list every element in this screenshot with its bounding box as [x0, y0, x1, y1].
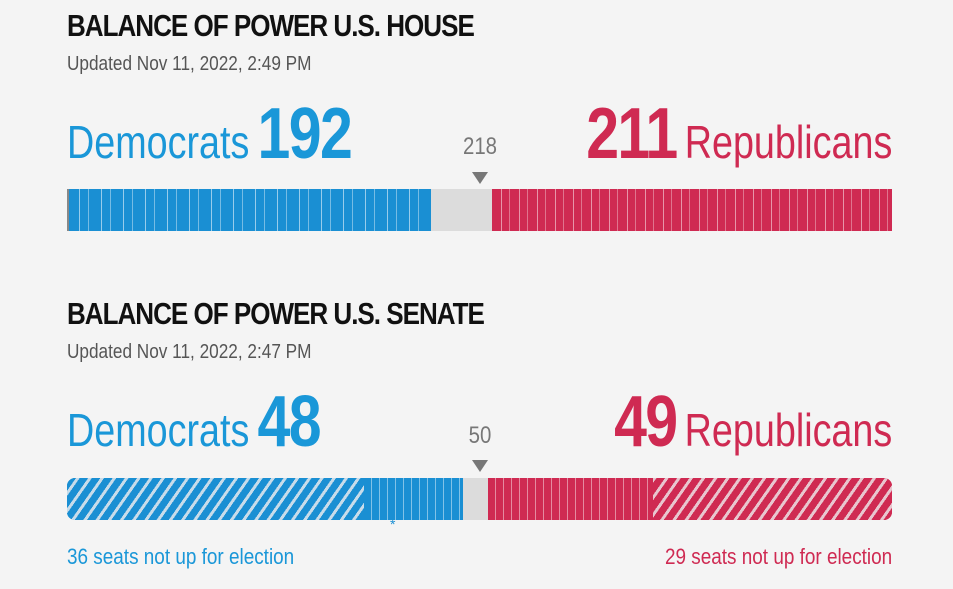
house-democrats-summary: Democrats 192 — [67, 98, 353, 170]
senate-democrats-won-segment — [364, 478, 463, 520]
senate-majority-pointer-icon — [471, 460, 488, 472]
house-bar-edge — [67, 189, 69, 231]
house-republicans-seats-segment — [491, 189, 892, 231]
house-democrats-seats-segment — [67, 189, 432, 231]
senate-updated-timestamp: Updated Nov 11, 2022, 2:47 PM — [67, 341, 312, 363]
house-party-row: Democrats 192 211 Republicans — [67, 98, 892, 170]
house-republicans-count: 211 — [585, 94, 678, 174]
house-democrats-label: Democrats — [67, 116, 250, 168]
house-majority-threshold: 218 — [463, 133, 498, 160]
house-democrats-count: 192 — [257, 94, 353, 174]
house-title: BALANCE OF POWER U.S. HOUSE — [67, 8, 475, 43]
senate-democrats-summary: Democrats 48 — [67, 386, 322, 458]
senate-republicans-count: 49 — [613, 382, 678, 462]
house-seat-bar — [67, 189, 892, 231]
senate-democrats-label: Democrats — [67, 404, 250, 456]
senate-democrats-not-up-segment — [67, 478, 364, 520]
senate-republicans-not-up-segment — [652, 478, 892, 520]
senate-asterisk-marker: * — [390, 516, 396, 532]
house-updated-timestamp: Updated Nov 11, 2022, 2:49 PM — [67, 53, 312, 75]
senate-party-row: Democrats 48 49 Republicans — [67, 386, 892, 458]
house-republicans-label: Republicans — [684, 116, 892, 168]
senate-republicans-won-segment — [487, 478, 653, 520]
senate-democrats-count: 48 — [257, 382, 322, 462]
senate-seat-bar — [67, 478, 892, 520]
senate-democrats-footnote: 36 seats not up for election — [67, 544, 295, 569]
senate-majority-threshold: 50 — [468, 422, 491, 449]
house-majority-pointer-icon — [472, 172, 489, 184]
senate-republicans-summary: 49 Republicans — [614, 386, 892, 458]
house-republicans-summary: 211 Republicans — [586, 98, 892, 170]
senate-republicans-footnote: 29 seats not up for election — [664, 544, 892, 569]
senate-title: BALANCE OF POWER U.S. SENATE — [67, 296, 485, 331]
senate-republicans-label: Republicans — [684, 404, 892, 456]
